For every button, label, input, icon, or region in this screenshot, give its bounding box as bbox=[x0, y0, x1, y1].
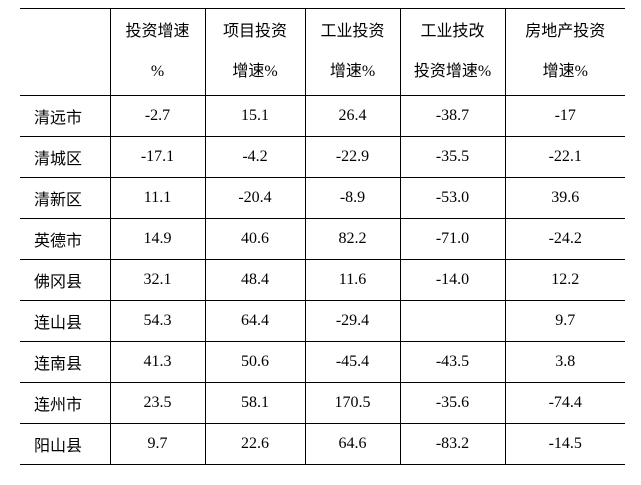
value-cell: 11.6 bbox=[304, 259, 401, 301]
table-row: 阳山县 9.7 22.6 64.6 -83.2 -14.5 bbox=[20, 423, 625, 465]
value-cell: 48.4 bbox=[204, 259, 306, 301]
value-cell: 26.4 bbox=[304, 95, 401, 137]
value-cell: 11.1 bbox=[109, 177, 206, 219]
table-body: 清远市 -2.7 15.1 26.4 -38.7 -17 清城区 -17.1 -4.2 -22.9… bbox=[20, 95, 625, 465]
value-cell: -43.5 bbox=[399, 341, 506, 383]
value-cell: 64.6 bbox=[304, 423, 401, 465]
value-cell: 170.5 bbox=[304, 382, 401, 424]
value-cell: -14.0 bbox=[399, 259, 506, 301]
table-row: 清远市 -2.7 15.1 26.4 -38.7 -17 bbox=[20, 95, 625, 137]
table-row: 清城区 -17.1 -4.2 -22.9 -35.5 -22.1 bbox=[20, 136, 625, 178]
value-cell: 15.1 bbox=[204, 95, 306, 137]
value-cell: 39.6 bbox=[504, 177, 625, 219]
row-name: 佛冈县 bbox=[20, 259, 111, 301]
row-name: 连山县 bbox=[20, 300, 111, 342]
header-cell: 工业投资增速% bbox=[304, 8, 401, 96]
value-cell: 64.4 bbox=[204, 300, 306, 342]
value-cell: -35.6 bbox=[399, 382, 506, 424]
header-line: 工业技改 bbox=[420, 23, 485, 40]
header-line: 增速% bbox=[542, 63, 588, 80]
row-name: 连南县 bbox=[20, 341, 111, 383]
header-cell: 工业技改投资增速% bbox=[399, 8, 506, 96]
header-line: % bbox=[150, 63, 165, 80]
value-cell: -38.7 bbox=[399, 95, 506, 137]
row-name: 英德市 bbox=[20, 218, 111, 260]
value-cell: 9.7 bbox=[504, 300, 625, 342]
header-line: 项目投资 bbox=[222, 23, 287, 40]
header-line: 投资增速% bbox=[413, 63, 492, 80]
header-line: 增速% bbox=[232, 63, 278, 80]
value-cell: -8.9 bbox=[304, 177, 401, 219]
corner-cell bbox=[20, 8, 111, 96]
row-name: 清远市 bbox=[20, 95, 111, 137]
value-cell: -20.4 bbox=[204, 177, 306, 219]
value-cell: 14.9 bbox=[109, 218, 206, 260]
value-cell: 54.3 bbox=[109, 300, 206, 342]
table-row: 佛冈县 32.1 48.4 11.6 -14.0 12.2 bbox=[20, 259, 625, 301]
table-row: 清新区 11.1 -20.4 -8.9 -53.0 39.6 bbox=[20, 177, 625, 219]
value-cell: -71.0 bbox=[399, 218, 506, 260]
value-cell: -17 bbox=[504, 95, 625, 137]
value-cell: -83.2 bbox=[399, 423, 506, 465]
table-row: 连州市 23.5 58.1 170.5 -35.6 -74.4 bbox=[20, 382, 625, 424]
value-cell: 32.1 bbox=[109, 259, 206, 301]
value-cell: -24.2 bbox=[504, 218, 625, 260]
header-cell: 项目投资增速% bbox=[204, 8, 306, 96]
value-cell: -4.2 bbox=[204, 136, 306, 178]
table-row: 连南县 41.3 50.6 -45.4 -43.5 3.8 bbox=[20, 341, 625, 383]
value-cell: -45.4 bbox=[304, 341, 401, 383]
value-cell: -22.9 bbox=[304, 136, 401, 178]
value-cell: -53.0 bbox=[399, 177, 506, 219]
value-cell: 58.1 bbox=[204, 382, 306, 424]
row-name: 阳山县 bbox=[20, 423, 111, 465]
value-cell: 50.6 bbox=[204, 341, 306, 383]
value-cell: -22.1 bbox=[504, 136, 625, 178]
value-cell: -35.5 bbox=[399, 136, 506, 178]
table-row: 英德市 14.9 40.6 82.2 -71.0 -24.2 bbox=[20, 218, 625, 260]
value-cell: 22.6 bbox=[204, 423, 306, 465]
header-line: 房地产投资 bbox=[525, 23, 606, 40]
header-line: 增速% bbox=[329, 63, 376, 80]
value-cell: 23.5 bbox=[109, 382, 206, 424]
value-cell: 9.7 bbox=[109, 423, 206, 465]
value-cell: 82.2 bbox=[304, 218, 401, 260]
value-cell: -74.4 bbox=[504, 382, 625, 424]
value-cell: -29.4 bbox=[304, 300, 401, 342]
value-cell bbox=[399, 300, 506, 342]
value-cell: 3.8 bbox=[504, 341, 625, 383]
data-table: 投资增速% 项目投资 增速% 工业投资 增速% 工业技改 投资增速% 房地产投资 增速% 清远市… bbox=[20, 8, 625, 465]
value-cell: 12.2 bbox=[504, 259, 625, 301]
value-cell: 41.3 bbox=[109, 341, 206, 383]
row-name: 连州市 bbox=[20, 382, 111, 424]
header-cell: 房地产投资增速% bbox=[504, 8, 625, 96]
table-row: 连山县 54.3 64.4 -29.4 9.7 bbox=[20, 300, 625, 342]
header-line: 工业投资 bbox=[320, 23, 385, 40]
value-cell: 40.6 bbox=[204, 218, 306, 260]
value-cell: -14.5 bbox=[504, 423, 625, 465]
value-cell: -2.7 bbox=[109, 95, 206, 137]
header-cell: 投资增速% bbox=[109, 8, 206, 96]
row-name: 清城区 bbox=[20, 136, 111, 178]
header-line: 投资增速 bbox=[125, 23, 190, 40]
header-row: 投资增速% 项目投资 增速% 工业投资 增速% 工业技改 投资增速% 房地产投资 增速% bbox=[20, 8, 625, 96]
row-name: 清新区 bbox=[20, 177, 111, 219]
value-cell: -17.1 bbox=[109, 136, 206, 178]
